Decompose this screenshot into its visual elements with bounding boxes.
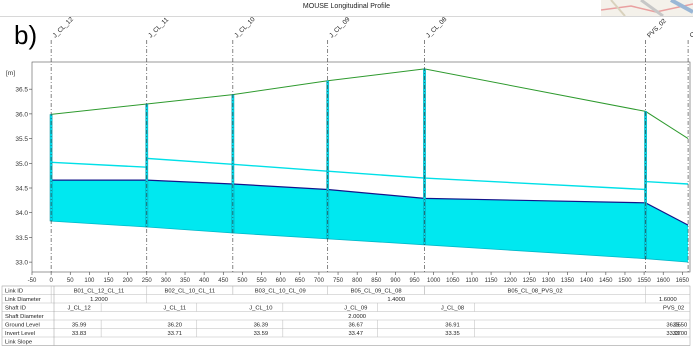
ground-level-cell: 36.67 [348, 322, 363, 328]
shaft-id-cell: J_CL_12 [68, 305, 91, 311]
y-tick-label: 36.0 [15, 111, 28, 118]
x-tick-label: 500 [237, 278, 248, 284]
x-tick-label: 800 [352, 278, 363, 284]
x-tick-label: 0 [49, 278, 53, 284]
ground-level-cell: 36.20 [168, 322, 183, 328]
x-tick-label: 50 [67, 278, 74, 284]
x-tick-label: 1350 [561, 278, 575, 284]
x-tick-label: 450 [218, 278, 229, 284]
x-tick-label: 1200 [504, 278, 518, 284]
x-tick-label: 250 [142, 278, 153, 284]
x-tick-label: 1050 [446, 278, 460, 284]
panel-label: b) [14, 20, 38, 50]
x-tick-label: 600 [276, 278, 287, 284]
data-table [1, 285, 691, 346]
x-tick-label: 1450 [599, 278, 613, 284]
node-label: J_CL_11 [147, 16, 170, 39]
x-tick-label: 750 [333, 278, 344, 284]
table-row-label: Link Diameter [5, 297, 41, 303]
table-row-label: Link Slope [5, 339, 32, 345]
table-row-label: Link ID [5, 288, 23, 294]
x-tick-label: 1650 [676, 278, 690, 284]
link-id-cell: B05_CL_09_CL_08 [351, 288, 402, 294]
link-id-cell: B03_CL_10_CL_09 [255, 288, 306, 294]
invert-level-cell: 33.35 [445, 331, 460, 337]
invert-level-cell: 33.07 [666, 331, 681, 337]
node-label: PVS_02 [646, 17, 668, 39]
x-tick-label: 100 [84, 278, 95, 284]
invert-level-cell: 33.83 [72, 331, 87, 337]
shaft-id-cell: J_CL_10 [249, 305, 272, 311]
x-tick-label: 150 [104, 278, 115, 284]
x-tick-label: 650 [295, 278, 306, 284]
x-tick-label: 1550 [637, 278, 651, 284]
x-tick-label: 1400 [580, 278, 594, 284]
y-tick-label: 35.5 [15, 136, 28, 143]
ground-level-cell: 36.39 [254, 322, 269, 328]
link-id-cell: B01_CL_12_CL_11 [74, 288, 125, 294]
x-tick-label: 1250 [523, 278, 537, 284]
shaft-id-cell: J_CL_11 [163, 305, 186, 311]
window-title: MOUSE Longitudinal Profile [302, 3, 391, 10]
table-row-label: Shaft ID [5, 305, 26, 311]
link-id-cell: B02_CL_10_CL_11 [165, 288, 216, 294]
y-tick-label: 33.0 [15, 260, 28, 267]
table-row-label: Shaft Diameter [5, 314, 44, 320]
x-tick-label: 850 [371, 278, 382, 284]
node-label: J_CL_10 [233, 16, 257, 40]
invert-level-cell: 33.47 [348, 331, 363, 337]
window-titlebar: MOUSE Longitudinal Profile [0, 0, 693, 17]
ground-level-cell: 35.50 [673, 322, 688, 328]
x-tick-label: 1500 [618, 278, 632, 284]
node-label: J_CL_08 [425, 16, 449, 40]
shaft-id-cell: PVS_02 [663, 305, 684, 311]
link-id-cell: B05_CL_08_PVS_02 [508, 288, 563, 294]
shaft-id-cell: J_CL_08 [441, 305, 464, 311]
x-tick-label: 1600 [657, 278, 671, 284]
plot-area [31, 61, 691, 273]
table-row-label: Invert Level [5, 331, 35, 337]
y-axis-label: [m] [6, 70, 15, 77]
x-tick-label: 1150 [485, 278, 499, 284]
y-tick-label: 36.5 [15, 87, 28, 94]
x-tick-label: 550 [257, 278, 268, 284]
x-tick-label: 1300 [542, 278, 556, 284]
node-label: J_CL_12 [52, 16, 76, 40]
node-label: J_CL_09 [328, 16, 352, 40]
x-tick-label: 1000 [427, 278, 441, 284]
invert-level-cell: 33.59 [254, 331, 269, 337]
x-tick-label: 950 [410, 278, 421, 284]
x-tick-label: 900 [390, 278, 401, 284]
invert-level-cell: 33.00 [673, 331, 688, 337]
x-tick-label: 350 [180, 278, 191, 284]
y-tick-label: 34.0 [15, 210, 28, 217]
x-tick-label: 1100 [465, 278, 479, 284]
node-label: OUT_PIST [689, 12, 693, 39]
map-thumbnail [601, 0, 693, 16]
y-tick-label: 35.0 [15, 161, 28, 168]
x-tick-label: 300 [161, 278, 172, 284]
y-tick-label: 33.5 [15, 235, 28, 242]
x-tick-label: -50 [28, 278, 37, 284]
invert-level-cell: 33.71 [168, 331, 183, 337]
link-diameter-cell: 1.4000 [387, 297, 405, 303]
ground-level-cell: 36.05 [666, 322, 681, 328]
plot-frame [31, 61, 691, 273]
x-tick-label: 200 [123, 278, 134, 284]
shaft-id-cell: J_CL_09 [344, 305, 367, 311]
ground-level-cell: 35.99 [72, 322, 87, 328]
table-row-label: Ground Level [5, 322, 40, 328]
shaft-diameter-cell: 2.0000 [348, 314, 366, 320]
y-tick-label: 34.5 [15, 186, 28, 193]
link-diameter-cell: 1.6000 [659, 297, 677, 303]
x-tick-label: 400 [199, 278, 210, 284]
ground-level-cell: 36.91 [445, 322, 460, 328]
link-diameter-cell: 1.2000 [90, 297, 108, 303]
x-tick-label: 700 [314, 278, 325, 284]
